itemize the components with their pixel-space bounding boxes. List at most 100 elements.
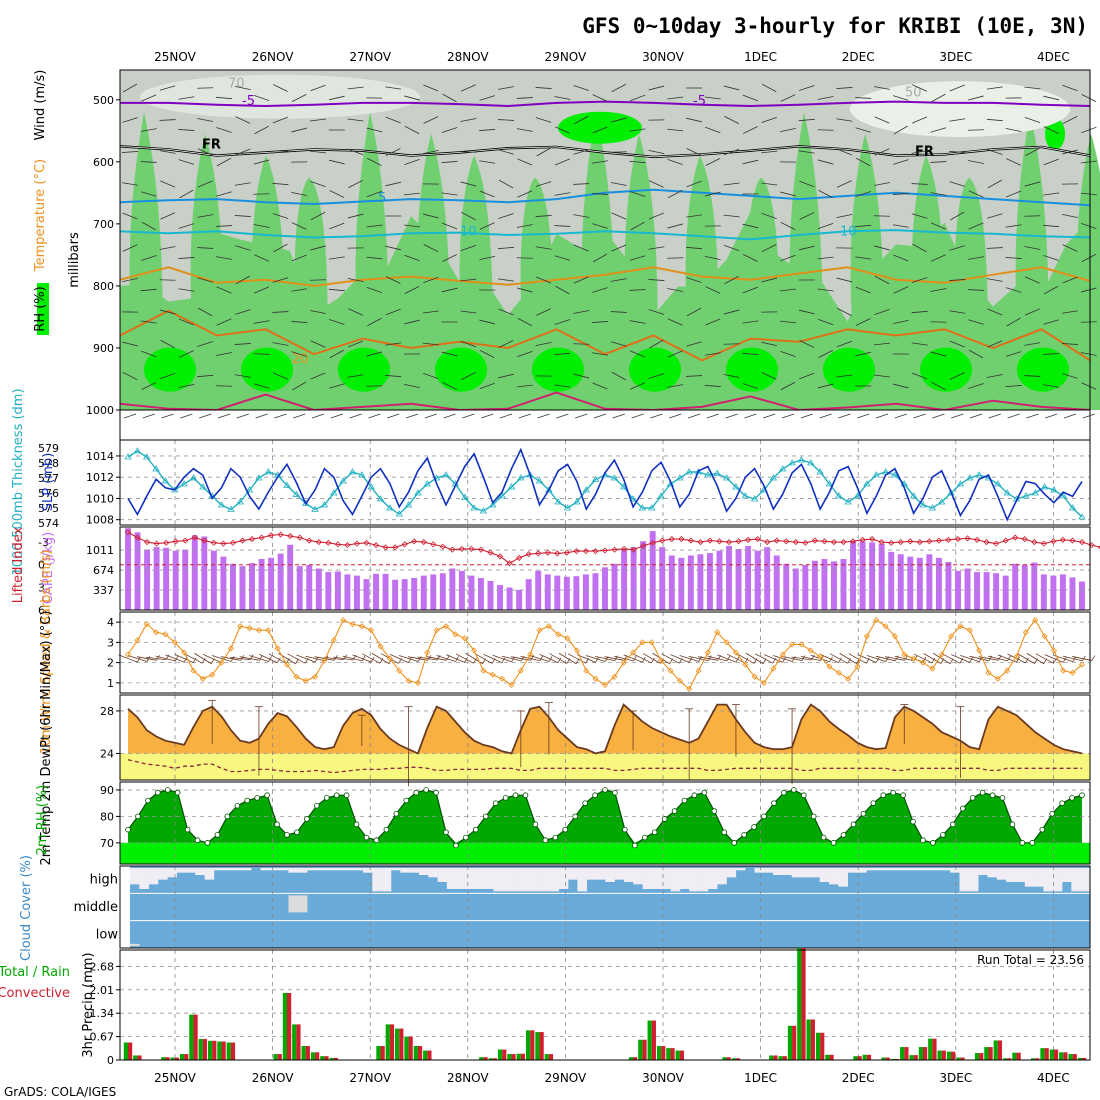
wind10m-barb — [697, 656, 718, 661]
wind-speed-point — [742, 661, 749, 668]
wind10m-barb — [426, 656, 447, 661]
wind-barb — [443, 413, 456, 419]
lifted-index-point — [1040, 540, 1047, 547]
wind-barb — [123, 413, 137, 419]
lifted-index-point — [1012, 534, 1019, 541]
wind-barb — [460, 118, 477, 122]
wind-barb — [893, 286, 909, 294]
wind-barb — [197, 180, 213, 188]
thickness-point — [694, 468, 703, 475]
wind-barb — [272, 150, 289, 154]
wind10m-barb — [829, 653, 848, 664]
wind-barb — [479, 95, 495, 101]
wind10m-barb — [417, 656, 438, 661]
wind-barb — [780, 254, 796, 262]
lifted-index-point — [277, 531, 284, 538]
wind-barb — [686, 307, 702, 317]
cloud-high-clear — [363, 868, 373, 873]
cloud-high-clear — [670, 868, 681, 892]
cloud-high-clear — [446, 868, 457, 889]
cape-bar — [1050, 575, 1057, 610]
rh-area — [128, 789, 1082, 843]
wind10m-barb — [146, 656, 167, 661]
wind-barb — [1062, 84, 1078, 92]
wind-barb — [293, 413, 306, 419]
wind10m-barb-flag — [1082, 655, 1086, 662]
wind-barb — [404, 159, 420, 165]
wind-barb — [178, 288, 195, 292]
precip-total-bar — [376, 1046, 381, 1060]
rh-point — [681, 797, 688, 804]
wind-tick-label: 1 — [107, 677, 114, 690]
wind-barb — [197, 87, 214, 89]
wind-barb — [479, 255, 496, 261]
precip-tick-label: 2.01 — [90, 984, 115, 997]
precip-convective-bar — [137, 1055, 142, 1060]
cloud-high-clear — [344, 868, 354, 871]
wind-barb — [650, 413, 663, 419]
rh-point — [174, 789, 181, 796]
wind-barb — [687, 413, 701, 419]
wind-barb — [197, 247, 214, 249]
wind-barb — [178, 383, 195, 389]
rh-point — [304, 816, 310, 822]
wind-barb — [216, 352, 232, 356]
wind-barb — [1024, 246, 1041, 250]
wind-barb — [968, 319, 984, 325]
cloud-high-clear — [931, 868, 942, 871]
thickness-point — [750, 495, 759, 502]
wind-barb — [254, 125, 269, 135]
wind-speed-point — [349, 621, 356, 628]
wind-barb — [742, 352, 759, 356]
thickness-point — [199, 483, 207, 490]
wind-barb — [742, 94, 759, 102]
wind-barb — [631, 413, 644, 419]
wind10m-barb-flag — [810, 654, 815, 661]
wind-barb — [197, 214, 214, 218]
thickness-point — [1050, 486, 1058, 493]
bottom-date-label: 3DEC — [939, 1071, 972, 1085]
wind10m-barb — [791, 656, 812, 661]
wind-barb — [253, 159, 270, 165]
rh-point — [1009, 821, 1016, 828]
wind-barb — [1063, 413, 1077, 419]
isotherm-line — [119, 188, 1091, 207]
wind-barb — [836, 213, 853, 219]
wind-barb — [573, 373, 590, 379]
rh-plume — [624, 133, 658, 411]
wind-barb — [724, 275, 739, 285]
wind-barb — [217, 413, 231, 419]
wind-barb — [1024, 86, 1041, 90]
wind10m-barb-flag — [1025, 657, 1029, 664]
thickness-point — [189, 474, 198, 481]
precip-convective-bar — [866, 1054, 872, 1060]
top-date-label: 30NOV — [642, 50, 684, 64]
wind-barb — [780, 320, 796, 324]
precip-total-bar — [161, 1057, 166, 1060]
wind-barb — [573, 183, 590, 185]
cape-bar — [668, 555, 675, 610]
rh-plume — [251, 155, 285, 410]
lifted-index-point — [1021, 536, 1028, 543]
cloud-high-clear — [390, 868, 401, 871]
wind-barb — [592, 382, 608, 390]
wind-barb — [1043, 192, 1060, 196]
wind-barb — [987, 179, 1002, 189]
wind-barb — [855, 256, 872, 260]
wind-barb — [122, 372, 138, 380]
wind10m-barb — [249, 655, 269, 662]
lifted-index-point — [306, 537, 313, 544]
wind-barb — [554, 225, 571, 227]
wind-barb — [328, 95, 345, 101]
wind-speed-point — [405, 677, 412, 684]
wind-barb — [874, 116, 890, 124]
y-axis-title: 2m Temp 2m DewPt (6hr Min/Max) (°C) — [39, 611, 54, 866]
wind-barb — [404, 224, 420, 228]
wind-barb — [667, 384, 684, 388]
contour-label: 10 — [460, 224, 477, 239]
wind-barb — [481, 413, 494, 419]
lifted-index-point — [516, 554, 523, 562]
wind10m-barb — [155, 655, 176, 662]
rh-plume — [685, 155, 719, 410]
precip-convective-bar — [230, 1042, 236, 1060]
